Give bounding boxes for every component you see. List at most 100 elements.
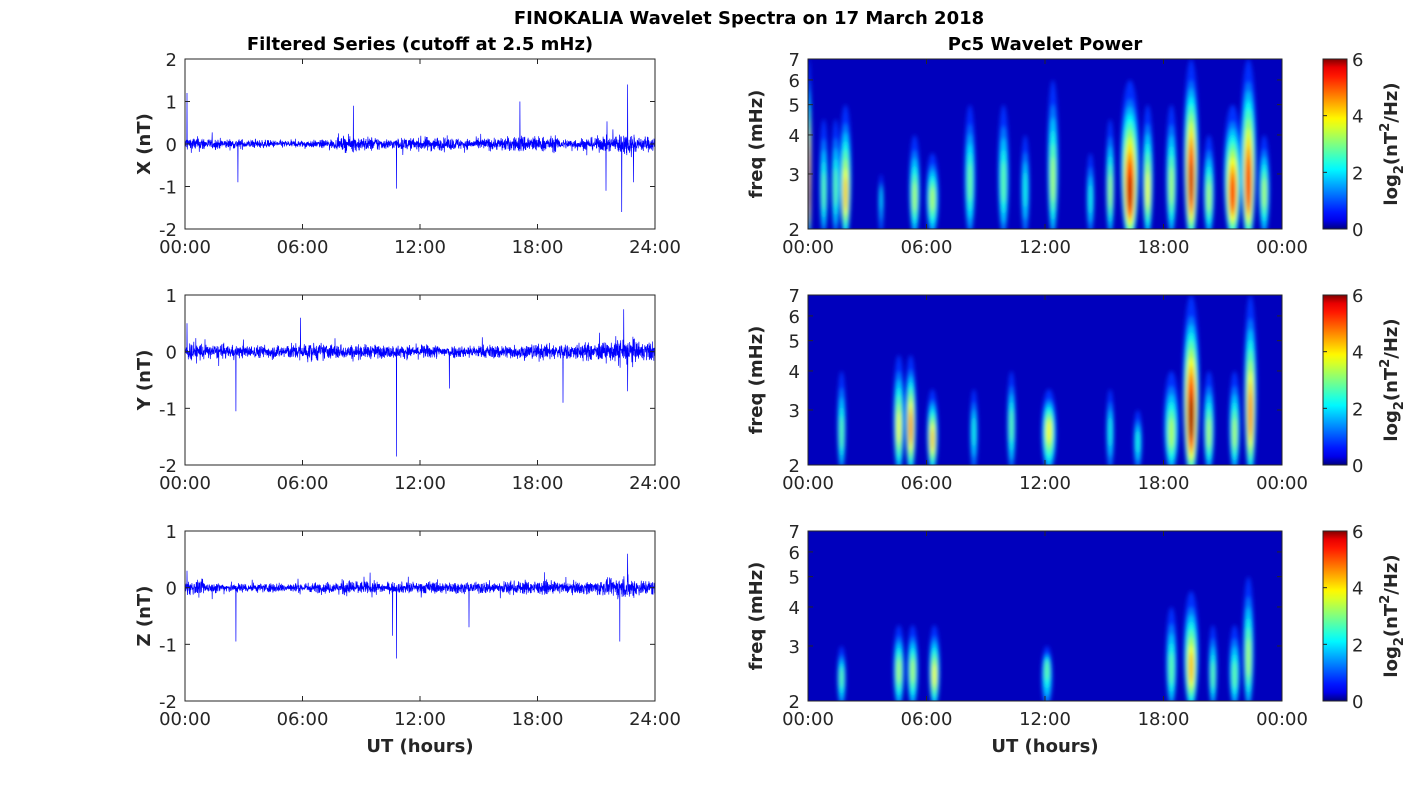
power-burst [1240,59,1257,229]
burst-contour [1046,420,1051,443]
x-tick-label: 00:00 [159,237,211,258]
power-burst [1258,134,1270,229]
power-burst [1183,59,1199,229]
y-tick-label: 0 [166,343,177,364]
y-tick-label: 3 [789,165,800,186]
right-xlabel: UT (hours) [991,736,1098,757]
y-tick-label: 6 [789,71,800,92]
burst-contour [840,416,843,449]
power-burst [909,134,921,229]
y-tick-label: 6 [789,543,800,564]
burst-contour [1010,409,1013,442]
burst-contour [931,428,934,450]
burst-contour [968,163,972,202]
burst-contour [1001,161,1006,203]
power-burst [1203,370,1215,465]
burst-contour [1045,660,1049,681]
y-tick-label: -2 [159,692,177,713]
heatmap-bursts [837,576,1254,701]
power-burst [1020,134,1030,229]
colorbar-tick-label: 0 [1352,456,1363,477]
colorbar-label-part: /Hz) [1381,554,1402,594]
burst-contour [880,188,883,211]
power-burst [1229,370,1241,465]
colorbar-tick-label: 4 [1352,107,1363,128]
burst-contour [822,172,826,210]
x-tick-label: 00:00 [782,237,834,258]
power-burst [964,104,976,229]
plot-area [185,531,655,701]
y-tick-label: 4 [789,598,800,619]
figure-title: FINOKALIA Wavelet Spectra on 17 March 20… [514,8,984,29]
power-burst [1086,153,1095,229]
y-tick-label: 4 [789,126,800,147]
power-burst [1242,576,1254,701]
colorbar-label: log2(nT2/Hz) [1378,318,1407,441]
colorbar-label-part: (nT [1381,603,1402,637]
y-tick-label: 7 [789,522,800,543]
burst-contour [932,664,936,687]
colorbar-tick-label: 0 [1352,692,1363,713]
x-tick-label: 00:00 [782,473,834,494]
x-tick-label: 12:00 [394,237,446,258]
burst-contour [897,411,901,444]
power-burst [926,153,939,229]
burst-contour [1189,398,1193,438]
power-burst [837,370,846,465]
y-tick-label: 3 [789,637,800,658]
y-axis-label: Y (nT) [134,350,155,412]
colorbar-label-part: 2 [1378,123,1393,132]
power-burst [905,354,917,465]
y-tick-label: 0 [166,579,177,600]
y-tick-label: 1 [166,93,177,114]
colorbar-tick-label: 6 [1352,522,1363,543]
burst-contour [1232,418,1237,448]
power-burst [1041,645,1053,701]
colorbar-label-part: log [1381,410,1402,441]
timeseries-panel-y: -2 -1 0 1 00:00 06:00 12:00 18:00 24:00 Y (nT) [134,286,681,494]
burst-contour [1230,178,1235,210]
left-xlabel: UT (hours) [366,736,473,757]
power-burst [893,625,905,701]
power-burst [1165,606,1177,701]
y-tick-label: 0 [166,135,177,156]
y-tick-label: 5 [789,96,800,117]
left-column-title: Filtered Series (cutoff at 2.5 mHz) [247,34,593,55]
burst-contour [930,187,935,212]
heatmap-bursts [837,295,1257,465]
power-burst [1007,370,1016,465]
colorbar-tick-label: 2 [1352,635,1363,656]
y-axis-label: freq (mHz) [746,90,767,199]
x-tick-label: 06:00 [277,709,329,730]
x-tick-label: 06:00 [277,473,329,494]
power-burst [1229,625,1241,701]
colorbar-label: log2(nT2/Hz) [1378,554,1407,677]
burst-contour [1051,156,1055,202]
burst-contour [1246,165,1251,206]
power-burst [907,625,919,701]
power-burst [1120,79,1140,229]
power-burst [1142,104,1154,229]
x-tick-label: 18:00 [1138,473,1190,494]
burst-contour [972,417,976,447]
power-burst [1208,625,1218,701]
x-tick-label: 24:00 [629,709,681,730]
y-axis-label: X (nT) [134,113,155,175]
x-tick-label: 06:00 [901,473,953,494]
y-tick-label: 1 [166,522,177,543]
power-burst [1203,134,1215,229]
x-tick-label: 12:00 [394,473,446,494]
y-tick-label: 2 [166,50,177,71]
y-tick-label: 7 [789,50,800,71]
burst-contour [1136,430,1140,454]
power-burst [808,59,812,229]
colorbar: 0 2 4 6 log2(nT2/Hz) [1322,522,1407,713]
colorbar-tick-label: 4 [1352,579,1363,600]
colorbar-tick-label: 2 [1352,399,1363,420]
power-burst [1182,295,1200,465]
burst-contour [1169,652,1174,685]
colorbar-tick-label: 0 [1352,220,1363,241]
power-burst [831,118,840,229]
colorbar-tick-label: 6 [1352,50,1363,71]
